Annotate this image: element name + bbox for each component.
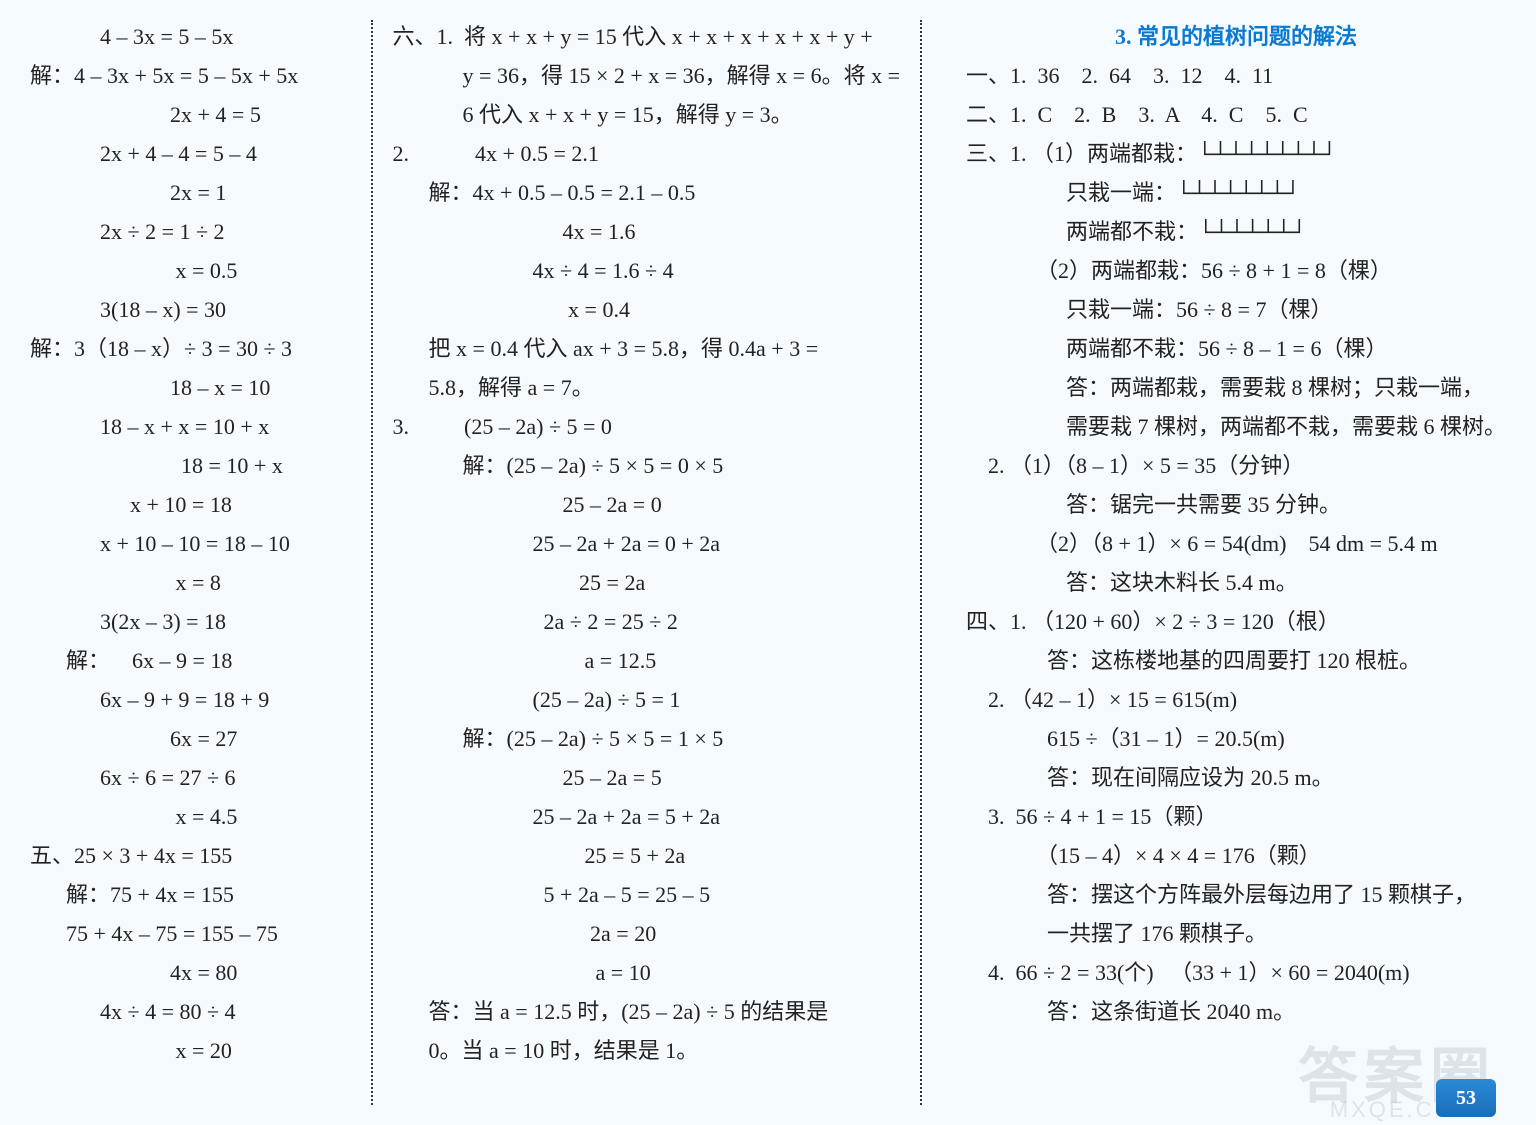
math-line: 6x ÷ 6 = 27 ÷ 6 [30, 761, 327, 794]
answer-line: 答：这栋楼地基的四周要打 120 根桩。 [966, 644, 1506, 677]
math-line: 25 = 5 + 2a [393, 839, 900, 872]
math-line: 解：4 – 3x + 5x = 5 – 5x + 5x [30, 59, 327, 92]
answer-line: 4. 66 ÷ 2 = 33(个) （33 + 1）× 60 = 2040(m) [966, 956, 1506, 989]
math-line: x = 20 [30, 1034, 327, 1067]
answer-line: 二、1. C 2. B 3. A 4. C 5. C [966, 98, 1506, 131]
math-line: 3. (25 – 2a) ÷ 5 = 0 [393, 410, 900, 443]
math-line: 解：3（18 – x）÷ 3 = 30 ÷ 3 [30, 332, 327, 365]
math-line: 解：4x + 0.5 – 0.5 = 2.1 – 0.5 [393, 176, 900, 209]
math-line: 把 x = 0.4 代入 ax + 3 = 5.8，得 0.4a + 3 = [393, 332, 900, 365]
math-line: 5 + 2a – 5 = 25 – 5 [393, 878, 900, 911]
math-line: 2x ÷ 2 = 1 ÷ 2 [30, 215, 327, 248]
math-line: 18 = 10 + x [30, 449, 327, 482]
answer-line: 答：锯完一共需要 35 分钟。 [966, 488, 1506, 521]
math-line: a = 10 [393, 956, 900, 989]
math-line: 六、1. 将 x + x + y = 15 代入 x + x + x + x +… [393, 20, 900, 53]
section-title: 3. 常见的植树问题的解法 [966, 20, 1506, 53]
math-line: 2a ÷ 2 = 25 ÷ 2 [393, 605, 900, 638]
math-line: 2a = 20 [393, 917, 900, 950]
math-line: 2. 4x + 0.5 = 2.1 [393, 137, 900, 170]
answer-line: 答：摆这个方阵最外层每边用了 15 颗棋子， [966, 878, 1506, 911]
math-line: x + 10 – 10 = 18 – 10 [30, 527, 327, 560]
answer-line: 答：这块木料长 5.4 m。 [966, 566, 1506, 599]
math-line: x = 0.5 [30, 254, 327, 287]
answer-line: 只栽一端：└┴┴┴┴┴┴┘ [966, 176, 1506, 209]
answer-line: 只栽一端：56 ÷ 8 = 7（棵） [966, 293, 1506, 326]
math-line: 3(18 – x) = 30 [30, 293, 327, 326]
answer-line: 两端都不栽：└┴┴┴┴┴┘ [966, 215, 1506, 248]
math-line: 4x = 1.6 [393, 215, 900, 248]
answer-line: 答：这条街道长 2040 m。 [966, 995, 1506, 1028]
column-3: 3. 常见的植树问题的解法 一、1. 36 2. 64 3. 12 4. 11 … [946, 20, 1506, 1105]
math-line: x + 10 = 18 [30, 488, 327, 521]
column-1: 4 – 3x = 5 – 5x 解：4 – 3x + 5x = 5 – 5x +… [30, 20, 347, 1105]
math-line: 6x = 27 [30, 722, 327, 755]
math-line: 4x ÷ 4 = 80 ÷ 4 [30, 995, 327, 1028]
math-line: 2x + 4 = 5 [30, 98, 327, 131]
answer-line: 四、1. （120 + 60）× 2 ÷ 3 = 120（根） [966, 605, 1506, 638]
math-line: 6 代入 x + x + y = 15，解得 y = 3。 [393, 98, 900, 131]
math-line: (25 – 2a) ÷ 5 = 1 [393, 683, 900, 716]
answer-line: 615 ÷（31 – 1）= 20.5(m) [966, 722, 1506, 755]
math-line: 0。当 a = 10 时，结果是 1。 [393, 1034, 900, 1067]
answer-line: （2）两端都栽：56 ÷ 8 + 1 = 8（棵） [966, 254, 1506, 287]
math-line: 5.8，解得 a = 7。 [393, 371, 900, 404]
math-line: x = 8 [30, 566, 327, 599]
math-line: 解：(25 – 2a) ÷ 5 × 5 = 0 × 5 [393, 449, 900, 482]
math-line: 25 – 2a + 2a = 5 + 2a [393, 800, 900, 833]
math-line: 18 – x + x = 10 + x [30, 410, 327, 443]
math-line: 25 – 2a = 5 [393, 761, 900, 794]
answer-line: 三、1. （1）两端都栽：└┴┴┴┴┴┴┴┘ [966, 137, 1506, 170]
answer-line: （2）（8 + 1）× 6 = 54(dm) 54 dm = 5.4 m [966, 527, 1506, 560]
math-line: x = 4.5 [30, 800, 327, 833]
answer-line: 2. （1）（8 – 1）× 5 = 35（分钟） [966, 449, 1506, 482]
math-line: 2x + 4 – 4 = 5 – 4 [30, 137, 327, 170]
math-line: 五、25 × 3 + 4x = 155 [30, 839, 327, 872]
answer-line: 一、1. 36 2. 64 3. 12 4. 11 [966, 59, 1506, 92]
math-line: 4x = 80 [30, 956, 327, 989]
math-line: a = 12.5 [393, 644, 900, 677]
math-line: x = 0.4 [393, 293, 900, 326]
math-line: 18 – x = 10 [30, 371, 327, 404]
math-line: 3(2x – 3) = 18 [30, 605, 327, 638]
answer-line: 一共摆了 176 颗棋子。 [966, 917, 1506, 950]
math-line: 4x ÷ 4 = 1.6 ÷ 4 [393, 254, 900, 287]
math-line: 解：(25 – 2a) ÷ 5 × 5 = 1 × 5 [393, 722, 900, 755]
math-line: 25 – 2a + 2a = 0 + 2a [393, 527, 900, 560]
page-container: 4 – 3x = 5 – 5x 解：4 – 3x + 5x = 5 – 5x +… [30, 20, 1506, 1105]
answer-line: 两端都不栽：56 ÷ 8 – 1 = 6（棵） [966, 332, 1506, 365]
math-line: 答：当 a = 12.5 时，(25 – 2a) ÷ 5 的结果是 [393, 995, 900, 1028]
answer-line: 答：现在间隔应设为 20.5 m。 [966, 761, 1506, 794]
math-line: 2x = 1 [30, 176, 327, 209]
math-line: 75 + 4x – 75 = 155 – 75 [30, 917, 327, 950]
math-line: y = 36，得 15 × 2 + x = 36，解得 x = 6。将 x = [393, 59, 900, 92]
answer-line: 2. （42 – 1）× 15 = 615(m) [966, 683, 1506, 716]
column-2: 六、1. 将 x + x + y = 15 代入 x + x + x + x +… [371, 20, 922, 1105]
math-line: 4 – 3x = 5 – 5x [30, 20, 327, 53]
answer-line: 需要栽 7 棵树，两端都不栽，需要栽 6 棵树。 [966, 410, 1506, 443]
answer-line: 3. 56 ÷ 4 + 1 = 15（颗） [966, 800, 1506, 833]
math-line: 解： 6x – 9 = 18 [30, 644, 327, 677]
math-line: 25 – 2a = 0 [393, 488, 900, 521]
math-line: 25 = 2a [393, 566, 900, 599]
math-line: 6x – 9 + 9 = 18 + 9 [30, 683, 327, 716]
answer-line: 答：两端都栽，需要栽 8 棵树；只栽一端， [966, 371, 1506, 404]
answer-line: （15 – 4）× 4 × 4 = 176（颗） [966, 839, 1506, 872]
math-line: 解：75 + 4x = 155 [30, 878, 327, 911]
page-number-badge: 53 [1436, 1079, 1496, 1117]
